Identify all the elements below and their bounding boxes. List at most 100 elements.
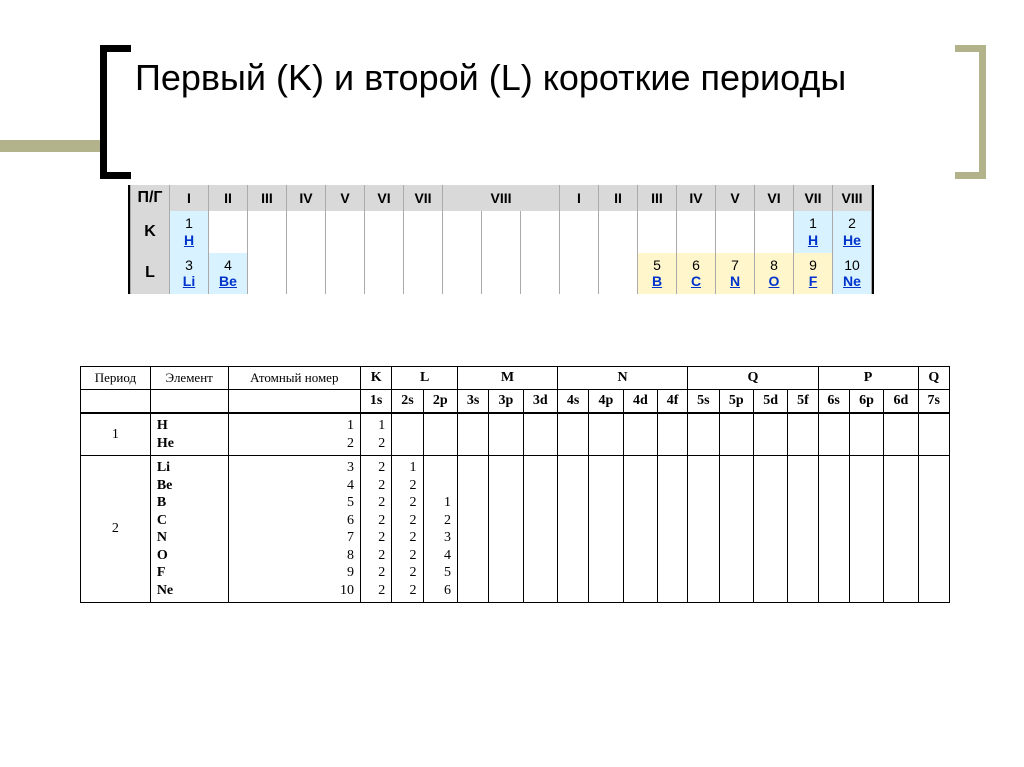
empty-cell	[523, 413, 557, 456]
group-header: VI	[755, 185, 794, 211]
empty-cell	[918, 456, 949, 603]
empty-cell	[753, 456, 787, 603]
empty-cell	[228, 390, 360, 414]
empty-cell	[589, 456, 623, 603]
orbital-header: 4p	[589, 390, 623, 414]
empty-cell	[599, 211, 638, 253]
element-cell[interactable]: 1H	[794, 211, 833, 253]
config-header: Атомный номер	[228, 367, 360, 390]
element-cell[interactable]: 2He	[833, 211, 872, 253]
empty-cell	[150, 390, 228, 414]
empty-cell	[326, 253, 365, 295]
empty-cell	[557, 413, 588, 456]
orbital-header: 4f	[658, 390, 688, 414]
empty-cell	[849, 456, 883, 603]
empty-cell	[788, 456, 818, 603]
orbital-header: 5s	[688, 390, 719, 414]
config-header: Период	[81, 367, 151, 390]
element-cell[interactable]: 3Li	[170, 253, 209, 295]
shell-header: M	[457, 367, 557, 390]
empty-cell	[457, 413, 488, 456]
orbital-header: 5f	[788, 390, 818, 414]
empty-cell	[489, 413, 523, 456]
electron-config-table: ПериодЭлементАтомный номерKLMNQPQ 1s2s2p…	[80, 366, 950, 603]
element-cell[interactable]: 4Be	[209, 253, 248, 295]
empty-cell	[818, 456, 849, 603]
empty-cell	[404, 253, 443, 295]
config-cell: 12	[361, 413, 392, 456]
empty-cell	[365, 211, 404, 253]
config-header: Элемент	[150, 367, 228, 390]
element-cell[interactable]: 6C	[677, 253, 716, 295]
periodic-table: П/ГIIIIIIIVVVIVIIVIIIIIIIIIIVVVIVIIVIIIK…	[128, 185, 874, 294]
empty-cell	[599, 253, 638, 295]
orbital-header: 2s	[392, 390, 423, 414]
shell-header: K	[361, 367, 392, 390]
orbital-header: 2p	[423, 390, 457, 414]
period-label: L	[131, 253, 170, 295]
empty-cell	[658, 413, 688, 456]
config-cell: 22222222	[361, 456, 392, 603]
period-label: K	[131, 211, 170, 253]
empty-cell	[521, 253, 560, 295]
config-cell: 123456	[423, 456, 457, 603]
title-bracket-left	[100, 45, 131, 179]
empty-cell	[443, 253, 482, 295]
empty-cell	[248, 253, 287, 295]
empty-cell	[326, 211, 365, 253]
empty-cell	[638, 211, 677, 253]
title-bracket-right	[955, 45, 986, 179]
element-cell[interactable]: 10Ne	[833, 253, 872, 295]
empty-cell	[557, 456, 588, 603]
empty-cell	[719, 456, 753, 603]
empty-cell	[623, 413, 657, 456]
empty-cell	[753, 413, 787, 456]
group-header: I	[560, 185, 599, 211]
orbital-header: 6s	[818, 390, 849, 414]
empty-cell	[404, 211, 443, 253]
page-title: Первый (K) и второй (L) короткие периоды	[135, 55, 846, 100]
empty-cell	[849, 413, 883, 456]
empty-cell	[755, 211, 794, 253]
empty-cell	[521, 211, 560, 253]
empty-cell	[423, 413, 457, 456]
orbital-header: 3p	[489, 390, 523, 414]
config-cell: 345678910	[228, 456, 360, 603]
config-cell: HHe	[150, 413, 228, 456]
group-header: II	[599, 185, 638, 211]
empty-cell	[658, 456, 688, 603]
orbital-header: 6d	[884, 390, 918, 414]
shell-header: N	[557, 367, 687, 390]
element-cell[interactable]: 7N	[716, 253, 755, 295]
element-cell[interactable]: 5B	[638, 253, 677, 295]
group-header: I	[170, 185, 209, 211]
group-header: III	[638, 185, 677, 211]
empty-cell	[560, 253, 599, 295]
empty-cell	[81, 390, 151, 414]
periodic-corner: П/Г	[131, 185, 170, 211]
orbital-header: 5p	[719, 390, 753, 414]
orbital-header: 1s	[361, 390, 392, 414]
group-header: V	[716, 185, 755, 211]
orbital-header: 5d	[753, 390, 787, 414]
shell-header: L	[392, 367, 458, 390]
element-cell[interactable]: 9F	[794, 253, 833, 295]
empty-cell	[677, 211, 716, 253]
empty-cell	[287, 253, 326, 295]
empty-cell	[365, 253, 404, 295]
orbital-header: 3d	[523, 390, 557, 414]
shell-header: P	[818, 367, 918, 390]
element-cell[interactable]: 8O	[755, 253, 794, 295]
element-cell[interactable]: 1H	[170, 211, 209, 253]
empty-cell	[482, 253, 521, 295]
empty-cell	[716, 211, 755, 253]
empty-cell	[688, 456, 719, 603]
group-header: IV	[677, 185, 716, 211]
empty-cell	[287, 211, 326, 253]
orbital-header: 4d	[623, 390, 657, 414]
empty-cell	[788, 413, 818, 456]
group-header: IV	[287, 185, 326, 211]
empty-cell	[248, 211, 287, 253]
group-header: VI	[365, 185, 404, 211]
empty-cell	[489, 456, 523, 603]
